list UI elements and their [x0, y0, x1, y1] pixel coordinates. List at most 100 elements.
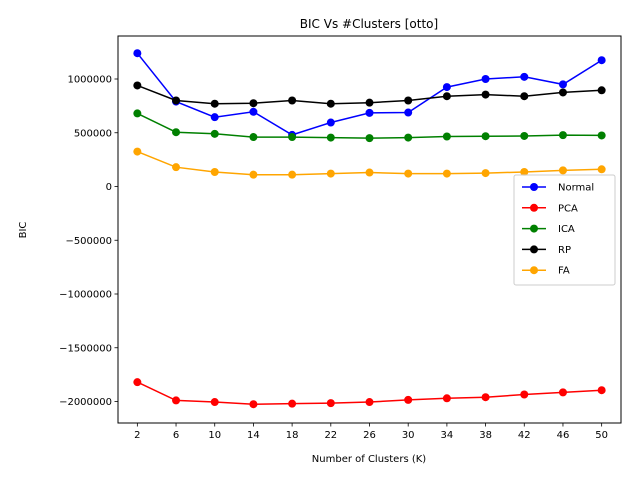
legend-label: FA — [558, 266, 570, 277]
y-tick-label: −2000000 — [59, 397, 112, 408]
data-point — [442, 92, 451, 101]
legend-marker — [530, 266, 538, 275]
data-point — [172, 128, 181, 137]
x-tick-label: 46 — [557, 430, 570, 441]
data-point — [404, 108, 413, 117]
data-point — [442, 394, 451, 403]
data-point — [597, 86, 606, 95]
x-tick-label: 14 — [247, 430, 260, 441]
series-pca — [133, 378, 606, 409]
data-point — [481, 169, 490, 178]
data-point — [326, 99, 335, 108]
data-point — [326, 399, 335, 408]
data-point — [365, 98, 374, 107]
data-point — [172, 396, 181, 405]
data-point — [249, 99, 258, 108]
legend-label: RP — [558, 245, 571, 256]
data-point — [172, 163, 181, 172]
series-rp — [133, 81, 606, 108]
series-layer — [133, 49, 606, 409]
data-point — [326, 118, 335, 127]
y-tick-label: 0 — [106, 182, 112, 193]
series-normal — [133, 49, 606, 139]
data-point — [597, 165, 606, 174]
y-axis-label: BIC — [18, 222, 29, 239]
data-point — [481, 393, 490, 402]
data-point — [288, 133, 297, 142]
x-tick-label: 38 — [479, 430, 492, 441]
series-line — [136, 52, 603, 136]
x-tick-label: 42 — [518, 430, 531, 441]
data-point — [520, 92, 529, 101]
data-point — [365, 134, 374, 143]
legend-item: FA — [522, 266, 570, 277]
data-point — [481, 132, 490, 141]
data-point — [520, 72, 529, 81]
y-tick-label: 500000 — [74, 128, 112, 139]
data-point — [558, 88, 567, 97]
data-point — [442, 169, 451, 178]
y-tick-label: −500000 — [65, 236, 112, 247]
legend-item: PCA — [522, 203, 578, 214]
legend-label: ICA — [558, 224, 575, 235]
data-point — [597, 56, 606, 65]
data-point — [133, 109, 142, 118]
data-point — [249, 133, 258, 142]
data-point — [210, 99, 219, 108]
y-tick-label: −1500000 — [59, 343, 112, 354]
data-point — [326, 169, 335, 178]
data-point — [404, 133, 413, 142]
data-point — [249, 400, 258, 409]
y-tick-label: −1000000 — [59, 290, 112, 301]
data-point — [365, 108, 374, 117]
data-point — [133, 81, 142, 90]
data-point — [597, 386, 606, 395]
chart-title: BIC Vs #Clusters [otto] — [300, 17, 438, 31]
legend-marker — [530, 245, 538, 254]
series-fa — [133, 147, 606, 179]
x-tick-label: 10 — [208, 430, 221, 441]
x-axis: 2 6 10 14 18 22 26 30 34 38 42 46 50 — [134, 423, 608, 441]
data-point — [481, 90, 490, 99]
legend-item: ICA — [522, 224, 575, 235]
data-point — [558, 80, 567, 89]
x-axis-label: Number of Clusters (K) — [312, 454, 427, 465]
data-point — [442, 83, 451, 92]
data-point — [365, 168, 374, 177]
data-point — [520, 167, 529, 176]
data-point — [288, 96, 297, 105]
legend: Normal PCA ICA RP FA — [513, 174, 616, 286]
data-point — [404, 395, 413, 404]
data-point — [520, 390, 529, 399]
x-tick-label: 30 — [402, 430, 415, 441]
data-point — [365, 398, 374, 407]
data-point — [597, 131, 606, 140]
data-point — [442, 132, 451, 141]
data-point — [133, 378, 142, 387]
legend-label: Normal — [558, 183, 594, 194]
data-point — [404, 169, 413, 178]
data-point — [210, 167, 219, 176]
data-point — [558, 131, 567, 140]
x-tick-label: 6 — [173, 430, 179, 441]
legend-box — [513, 174, 616, 286]
x-tick-label: 26 — [363, 430, 376, 441]
data-point — [481, 75, 490, 83]
data-point — [210, 129, 219, 138]
data-point — [249, 107, 258, 116]
data-point — [288, 170, 297, 179]
x-tick-label: 22 — [324, 430, 337, 441]
data-point — [133, 49, 142, 58]
y-axis: 1000000 500000 0 −500000 −1000000 −1500000 −20… — [59, 75, 118, 408]
x-tick-label: 18 — [286, 430, 299, 441]
data-point — [404, 96, 413, 105]
data-point — [558, 166, 567, 175]
x-tick-label: 34 — [441, 430, 454, 441]
data-point — [249, 170, 258, 179]
data-point — [288, 399, 297, 408]
x-tick-label: 50 — [595, 430, 608, 441]
data-point — [210, 113, 219, 122]
legend-label: PCA — [558, 203, 578, 214]
data-point — [133, 147, 142, 156]
